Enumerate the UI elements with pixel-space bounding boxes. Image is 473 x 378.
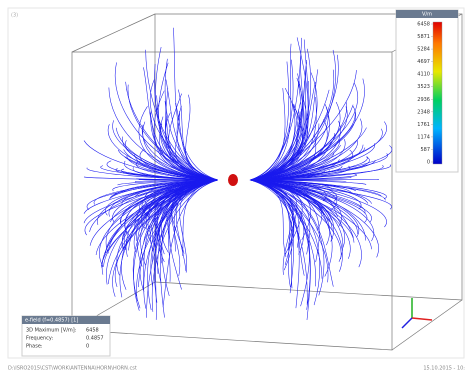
info-key: Phase:	[26, 344, 43, 350]
legend-label: 1174	[417, 134, 430, 140]
info-value: 0.4857	[86, 336, 104, 342]
info-header: e-field (f=0.4857) [1]	[25, 318, 78, 324]
legend-label: 6458	[417, 22, 430, 28]
legend-label: 587	[420, 147, 430, 153]
legend-label: 4110	[417, 72, 430, 78]
info-key: Frequency:	[26, 336, 53, 342]
page: {"view": {"corner_label": "(3)"}, "legen…	[0, 0, 473, 374]
legend-label: 2348	[417, 109, 430, 115]
legend-label: 1761	[417, 122, 430, 128]
legend-label: 5284	[417, 47, 430, 53]
status-time: 15.10.2015 - 10:	[423, 366, 465, 372]
legend-panel: V/m 6458 5871 5284 4697 4110 3523 2936 2348 1761…	[396, 10, 458, 172]
legend-label: 5871	[417, 34, 430, 40]
legend-title: V/m	[422, 12, 432, 18]
legend-label: 4697	[417, 59, 430, 65]
corner-label: (3)	[11, 13, 18, 19]
screenshot: (3) V/m 6458 5871 5284 4697 4110 3523 2936 2348…	[0, 0, 473, 374]
info-panel: e-field (f=0.4857) [1] 3D Maximum [V/m]:…	[22, 316, 110, 356]
source	[228, 174, 238, 186]
legend-label: 3523	[417, 84, 430, 90]
status-path: D:\ISRO2015\CST\WORK\ANTENNA\HORN\HORN.c…	[8, 366, 137, 372]
info-value: 6458	[86, 328, 99, 334]
info-key: 3D Maximum [V/m]:	[26, 328, 77, 334]
legend-label: 2936	[417, 97, 430, 103]
info-value: 0	[86, 344, 89, 350]
legend-label: 0	[427, 160, 430, 166]
